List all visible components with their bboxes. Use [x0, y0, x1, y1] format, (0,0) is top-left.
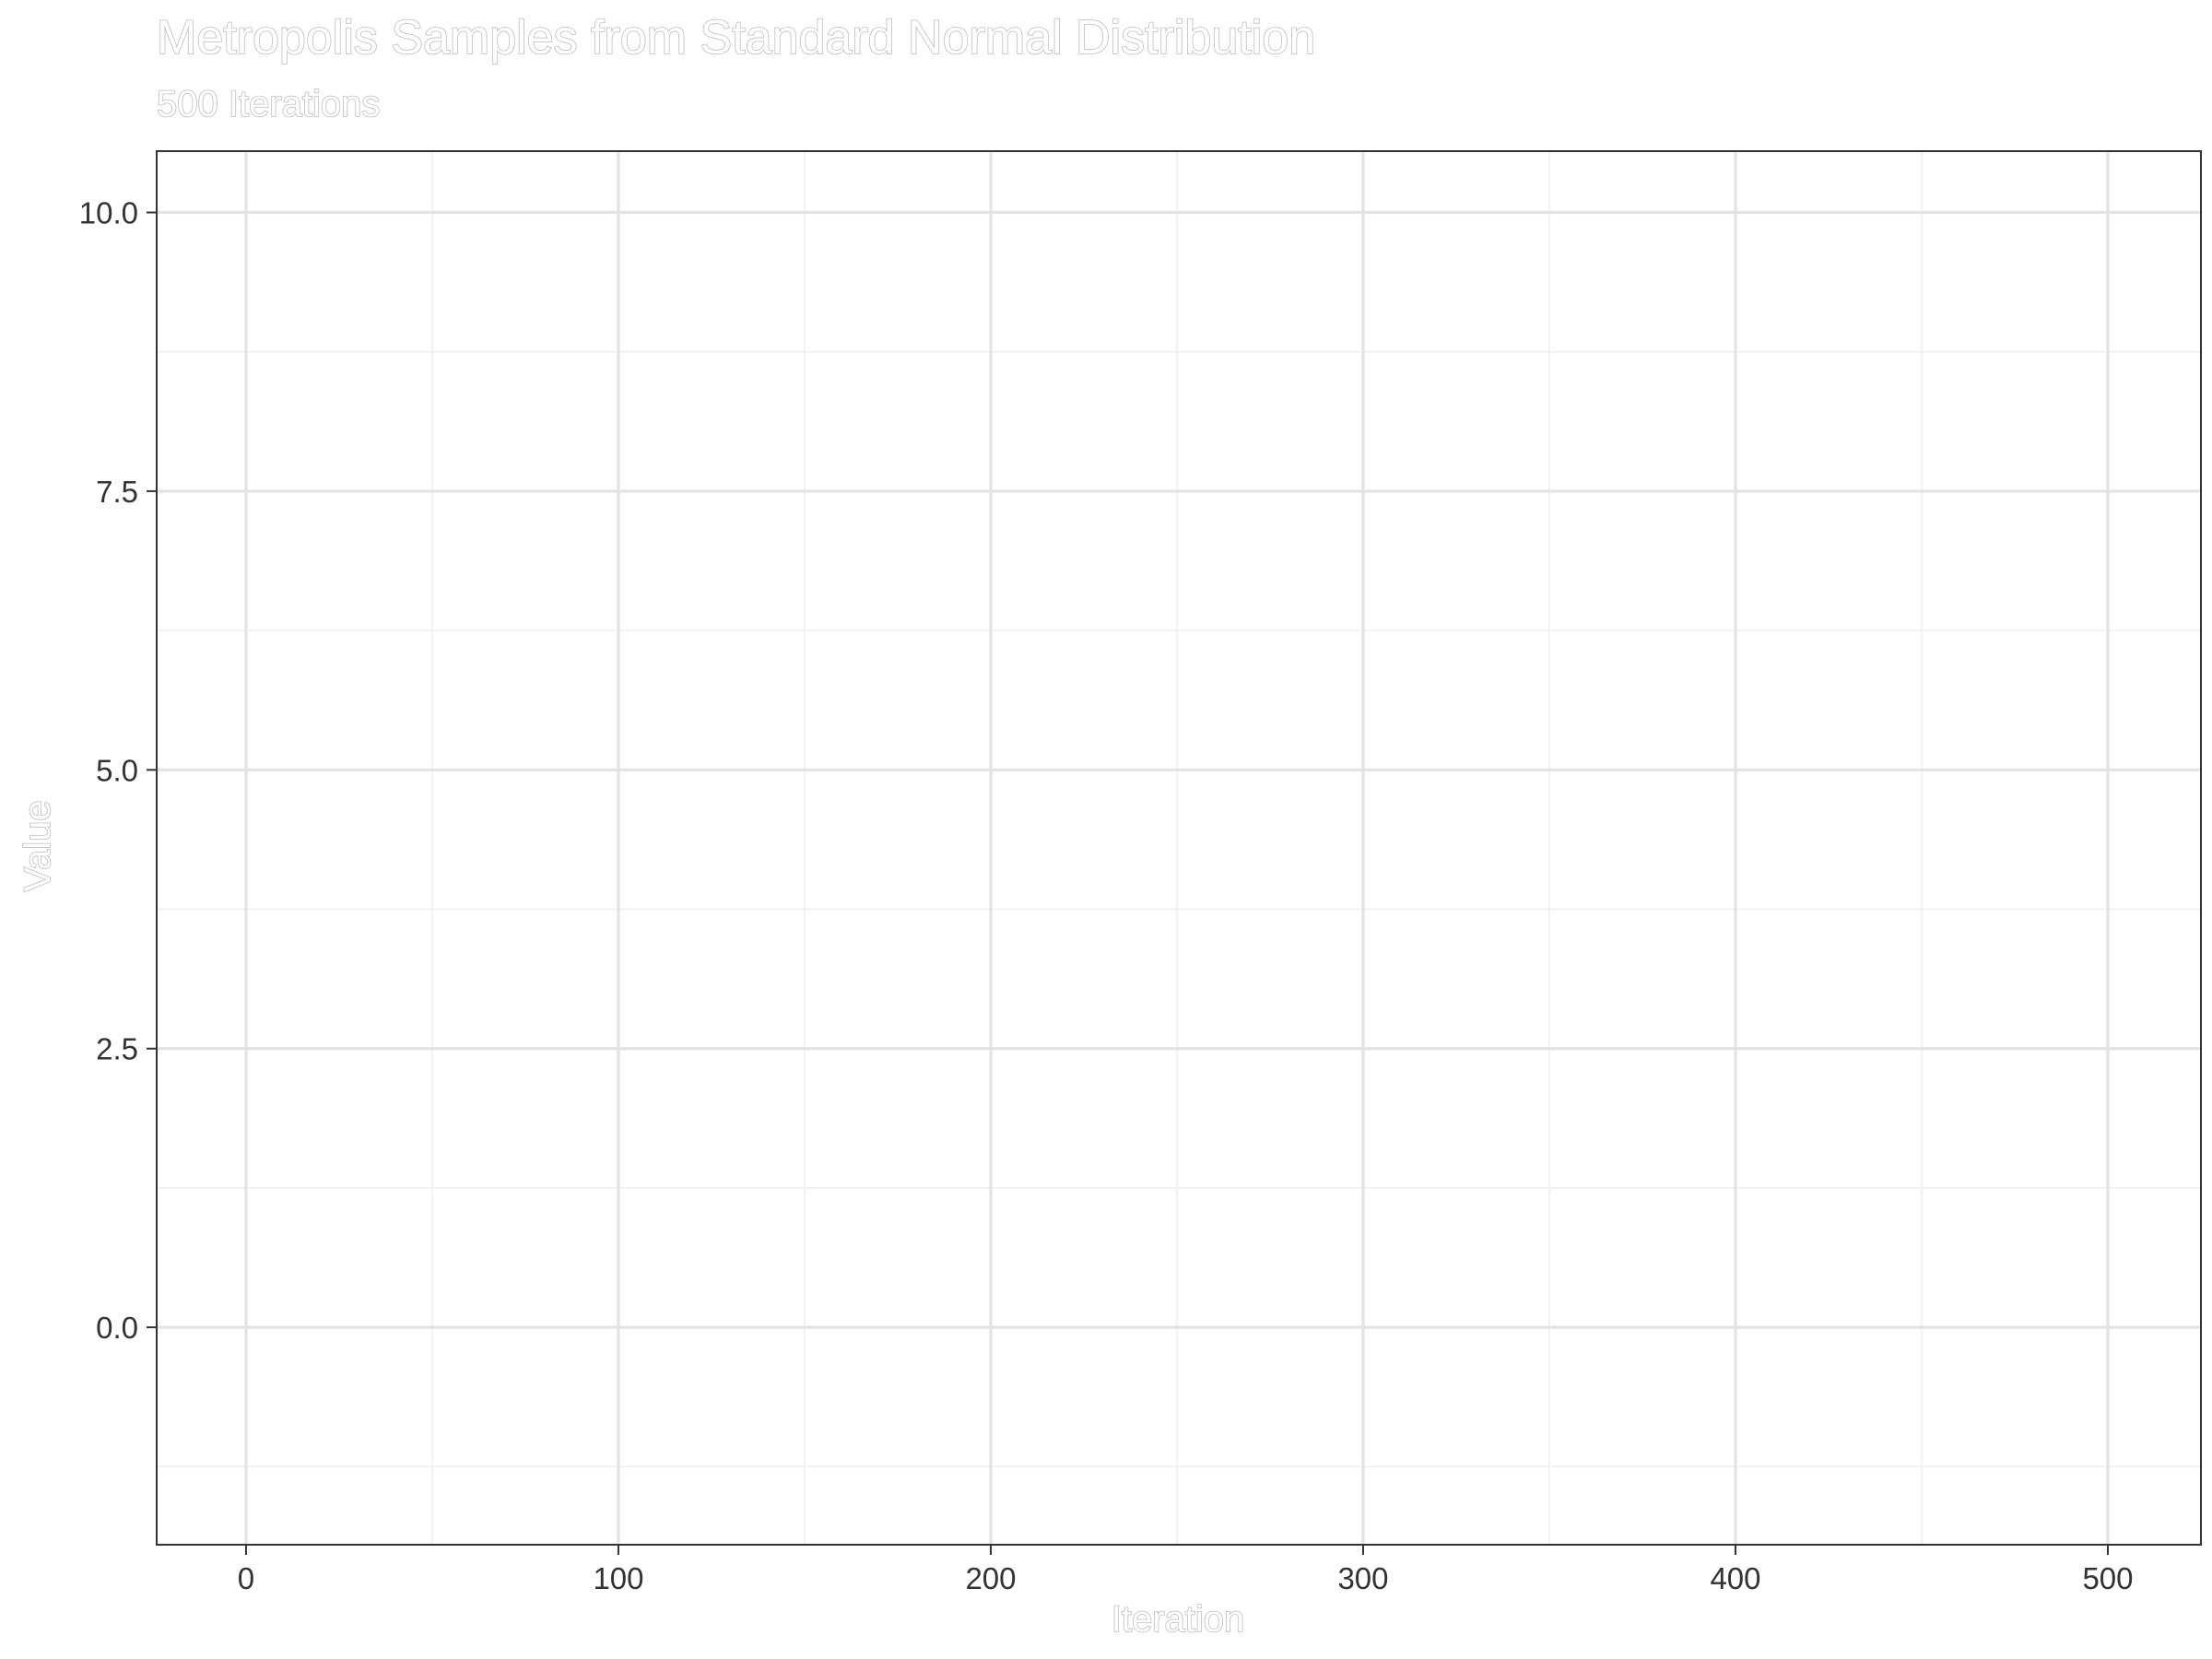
x-tick-label: 400: [1710, 1561, 1760, 1595]
major-gridlines: [157, 151, 2201, 1545]
x-tick-label: 0: [238, 1561, 254, 1595]
chart-title: Metropolis Samples from Standard Normal …: [157, 11, 1315, 65]
x-axis: 0 100 200 300 400 500: [238, 1545, 2134, 1595]
x-tick-label: 200: [965, 1561, 1016, 1595]
x-tick-label: 300: [1337, 1561, 1388, 1595]
y-axis: 0.0 2.5 5.0 7.5 10.0: [79, 196, 157, 1345]
y-tick-label: 0.0: [96, 1311, 138, 1345]
plot-panel-border: [156, 150, 2202, 1546]
y-tick-label: 2.5: [96, 1032, 138, 1066]
y-tick-label: 5.0: [96, 753, 138, 787]
x-tick-label: 100: [593, 1561, 643, 1595]
minor-gridlines: [157, 151, 2201, 1545]
x-tick-label: 500: [2082, 1561, 2133, 1595]
y-tick-label: 7.5: [96, 475, 138, 509]
chart-subtitle: 500 Iterations: [157, 84, 380, 124]
x-axis-label: Iteration: [1112, 1599, 1245, 1640]
y-axis-label: Value: [18, 800, 58, 891]
y-tick-label: 10.0: [79, 196, 138, 230]
